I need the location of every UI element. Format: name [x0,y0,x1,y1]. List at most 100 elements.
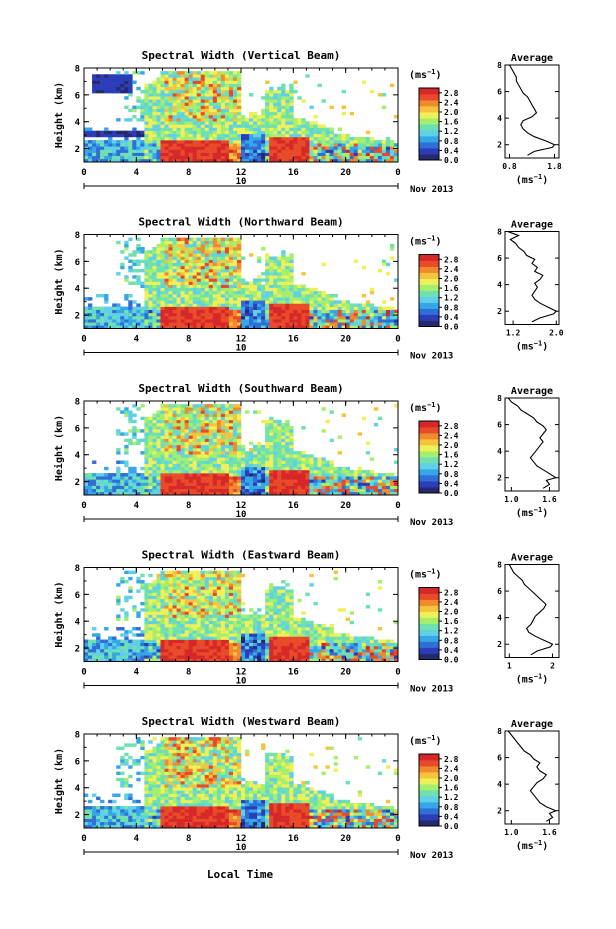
heatmap-cell [196,121,202,125]
heatmap-cell [124,136,129,141]
heatmap-cell [160,460,165,464]
heatmap-cell [196,444,202,449]
heatmap-cell [120,265,125,270]
heatmap-cell [164,74,169,78]
heatmap-cell [188,300,193,304]
heatmap-cell [200,422,206,427]
heatmap-cell [116,133,121,138]
heatmap-cell [208,312,214,317]
heatmap-cell [236,93,242,97]
heatmap-cell [313,287,318,292]
heatmap-cell [124,460,129,464]
heatmap-cell [377,158,383,163]
heatmap-cell [212,448,218,452]
heatmap-cell [365,300,371,304]
heatmap-cell [84,491,89,496]
heatmap-cell [345,136,350,141]
heatmap-cell [224,130,230,135]
y-axis-label: Height (km) [53,248,65,314]
heatmap-cell [180,444,185,449]
heatmap-cell [196,133,202,138]
heatmap-cell [208,438,214,443]
heatmap-cell [224,309,230,314]
heatmap-cell [285,265,290,270]
heatmap-cell [168,287,173,292]
heatmap-cell [228,429,234,433]
heatmap-cell [96,306,101,310]
heatmap-cell [265,466,270,471]
heatmap-cell [192,243,198,248]
heatmap-cell [281,93,286,97]
heatmap-cell [265,312,270,317]
heatmap-cell [309,152,314,157]
heatmap-cell [92,152,97,157]
heatmap-cell [192,438,198,443]
heatmap-cell [172,86,177,91]
heatmap-cell [236,457,242,461]
heatmap-cell [317,322,322,326]
heatmap-cell [200,287,206,292]
heatmap-cell [369,306,375,310]
heatmap-cell [281,319,286,323]
heatmap-cell [156,652,161,656]
heatmap-cell [325,133,330,138]
heatmap-cell [152,143,157,147]
heatmap-cell [164,278,169,282]
heatmap-cell [156,623,161,628]
heatmap-cell [104,473,109,477]
heatmap-cell [257,124,262,128]
heatmap-cell [136,96,141,100]
heatmap-cell [253,300,258,304]
heatmap-cell [188,312,193,317]
heatmap-cell [152,627,157,631]
heatmap-cell [281,473,286,477]
heatmap-cell [277,315,282,320]
heatmap-cell [96,149,101,153]
heatmap-cell [277,278,282,282]
heatmap-cell [192,149,198,153]
heatmap-cell [353,303,359,307]
heatmap-cell [337,140,342,144]
heatmap-cell [289,457,294,461]
heatmap-cell [204,265,210,270]
heatmap-cell [305,454,310,458]
heatmap-cell [273,319,278,323]
heatmap-cell [196,250,202,254]
heatmap-cell [148,300,153,304]
heatmap-cell [385,140,391,144]
heatmap-cell [297,457,302,461]
heatmap-cell [92,306,97,310]
heatmap-cell [168,448,173,452]
heatmap-cell [361,476,367,480]
heatmap-cell [253,488,258,493]
beam-panel-1: Spectral Width (Northward Beam)2468Heigh… [53,216,564,362]
heatmap-cell [180,429,185,433]
heatmap-cell [224,77,230,81]
heatmap-cell [112,74,117,78]
heatmap-cell [204,460,210,464]
heatmap-cell [228,322,234,326]
heatmap-cell [180,303,185,307]
heatmap-cell [212,278,218,282]
heatmap-cell [196,451,202,455]
heatmap-cell [164,256,169,260]
heatmap-cell [200,451,206,455]
heatmap-cell [273,118,278,122]
heatmap-cell [269,309,274,314]
x-tick-label: 16 [288,501,299,511]
heatmap-cell [377,482,383,486]
heatmap-cell [265,80,270,84]
heatmap-cell [180,247,185,251]
heatmap-cell [168,240,173,245]
heatmap-cell [208,102,214,106]
heatmap-cell [321,473,326,477]
heatmap-cell [269,262,274,267]
heatmap-cell [321,133,326,138]
heatmap-cell [289,278,294,282]
heatmap-cell [152,149,157,153]
heatmap-cell [277,265,282,270]
heatmap-cell [277,124,282,128]
heatmap-cell [257,133,262,138]
heatmap-cell [108,312,113,317]
colorbar-swatch [419,130,439,137]
